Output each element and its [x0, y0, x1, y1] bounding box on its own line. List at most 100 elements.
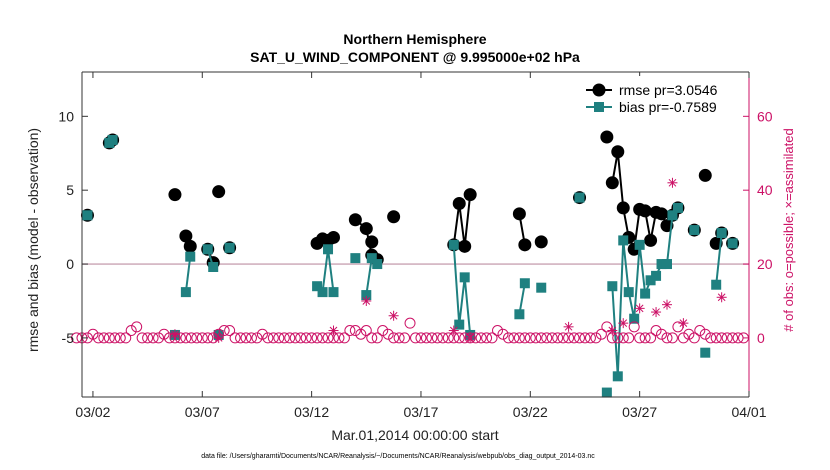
bias-point [185, 251, 196, 262]
obs-possible-marker [699, 328, 711, 340]
rmse-point [605, 176, 619, 190]
bias-point [618, 235, 629, 246]
obs-possible-marker [202, 332, 214, 344]
data-file-footnote: data file: /Users/gharamti/Documents/NCA… [201, 453, 595, 460]
obs-possible-marker [721, 332, 733, 344]
bias-point [607, 281, 618, 292]
x-tick-label: 03/12 [294, 404, 329, 420]
bias-point [651, 270, 662, 281]
obs-possible-marker [557, 332, 569, 344]
obs-possible-marker [87, 328, 99, 340]
obs-assimilated-marker [448, 325, 459, 336]
obs-possible-marker [399, 332, 411, 344]
obs-possible-marker [508, 332, 520, 344]
obs-possible-marker [415, 332, 427, 344]
bias-point [107, 134, 118, 145]
obs-possible-marker [158, 328, 170, 340]
legend-rmse-marker [592, 83, 606, 97]
obs-possible-marker [289, 332, 301, 344]
obs-possible-marker [716, 332, 728, 344]
obs-possible-marker [486, 332, 498, 344]
obs-possible-marker [683, 328, 695, 340]
legend-bias-marker [594, 102, 604, 112]
bias-point [361, 290, 372, 301]
obs-possible-marker [153, 332, 165, 344]
obs-possible-marker [481, 332, 493, 344]
rmse-point [348, 213, 362, 227]
obs-possible-marker [284, 332, 296, 344]
obs-possible-marker [639, 332, 651, 344]
bias-point [656, 259, 667, 270]
bias-point [454, 319, 465, 330]
x-tick-label: 03/22 [513, 404, 548, 420]
obs-possible-marker [180, 332, 192, 344]
obs-possible-marker [595, 328, 607, 340]
obs-possible-marker [317, 332, 329, 344]
obs-possible-marker [541, 332, 553, 344]
obs-possible-marker [120, 332, 132, 344]
bias-point [448, 239, 459, 250]
obs-possible-marker [404, 317, 416, 329]
obs-possible-marker [349, 325, 361, 337]
obs-possible-marker [240, 332, 252, 344]
obs-possible-marker [278, 332, 290, 344]
rmse-point [512, 207, 526, 221]
bias-point [202, 244, 213, 255]
rmse-series-line [452, 194, 472, 247]
obs-possible-marker [229, 332, 241, 344]
obs-possible-marker [426, 332, 438, 344]
obs-possible-marker [677, 332, 689, 344]
obs-possible-marker [267, 332, 279, 344]
obs-possible-marker [125, 325, 137, 337]
obs-possible-marker [563, 332, 575, 344]
obs-possible-marker [235, 332, 247, 344]
obs-assimilated-marker [388, 310, 399, 321]
bias-point [459, 272, 470, 283]
rmse-point [168, 188, 182, 202]
obs-possible-marker [666, 332, 678, 344]
obs-possible-marker [502, 332, 514, 344]
obs-possible-marker [628, 321, 640, 333]
obs-possible-marker [420, 332, 432, 344]
bias-point [640, 288, 651, 299]
obs-possible-marker [568, 332, 580, 344]
obs-possible-marker [530, 332, 542, 344]
bias-point [82, 210, 93, 221]
bias-point [366, 253, 377, 264]
obs-possible-marker [360, 325, 372, 337]
obs-possible-marker [393, 332, 405, 344]
obs-possible-marker [147, 332, 159, 344]
obs-possible-marker [475, 332, 487, 344]
obs-assimilated-marker [328, 325, 339, 336]
obs-possible-marker [710, 332, 722, 344]
bias-point [711, 279, 722, 290]
obs-possible-marker [322, 332, 334, 344]
y-tick-label: 5 [66, 182, 74, 198]
rmse-point [638, 204, 652, 218]
y-axis-label: rmse and bias (model - observation) [25, 128, 41, 352]
obs-possible-marker [645, 332, 657, 344]
obs-possible-marker [492, 325, 504, 337]
obs-possible-marker [92, 332, 104, 344]
obs-possible-marker [727, 332, 739, 344]
obs-assimilated-marker [716, 292, 727, 303]
y2-axis-label: # of obs: o=possible; ×=assimilated [781, 128, 796, 331]
bias-point [727, 238, 738, 249]
obs-possible-marker [311, 332, 323, 344]
obs-possible-marker [634, 332, 646, 344]
obs-possible-marker [191, 332, 203, 344]
x-tick-label: 03/02 [75, 404, 110, 420]
y2-tick-label: 20 [757, 256, 773, 272]
bias-point [180, 287, 191, 298]
obs-possible-marker [306, 332, 318, 344]
obs-possible-marker [519, 332, 531, 344]
obs-possible-marker [705, 332, 717, 344]
obs-possible-marker [382, 328, 394, 340]
obs-assimilated-marker [213, 332, 224, 343]
chart-subtitle: SAT_U_WIND_COMPONENT @ 9.995000e+02 hPa [250, 49, 580, 65]
obs-possible-marker [114, 332, 126, 344]
obs-possible-marker [535, 332, 547, 344]
obs-possible-marker [584, 332, 596, 344]
obs-possible-marker [103, 332, 115, 344]
obs-possible-marker [98, 332, 110, 344]
